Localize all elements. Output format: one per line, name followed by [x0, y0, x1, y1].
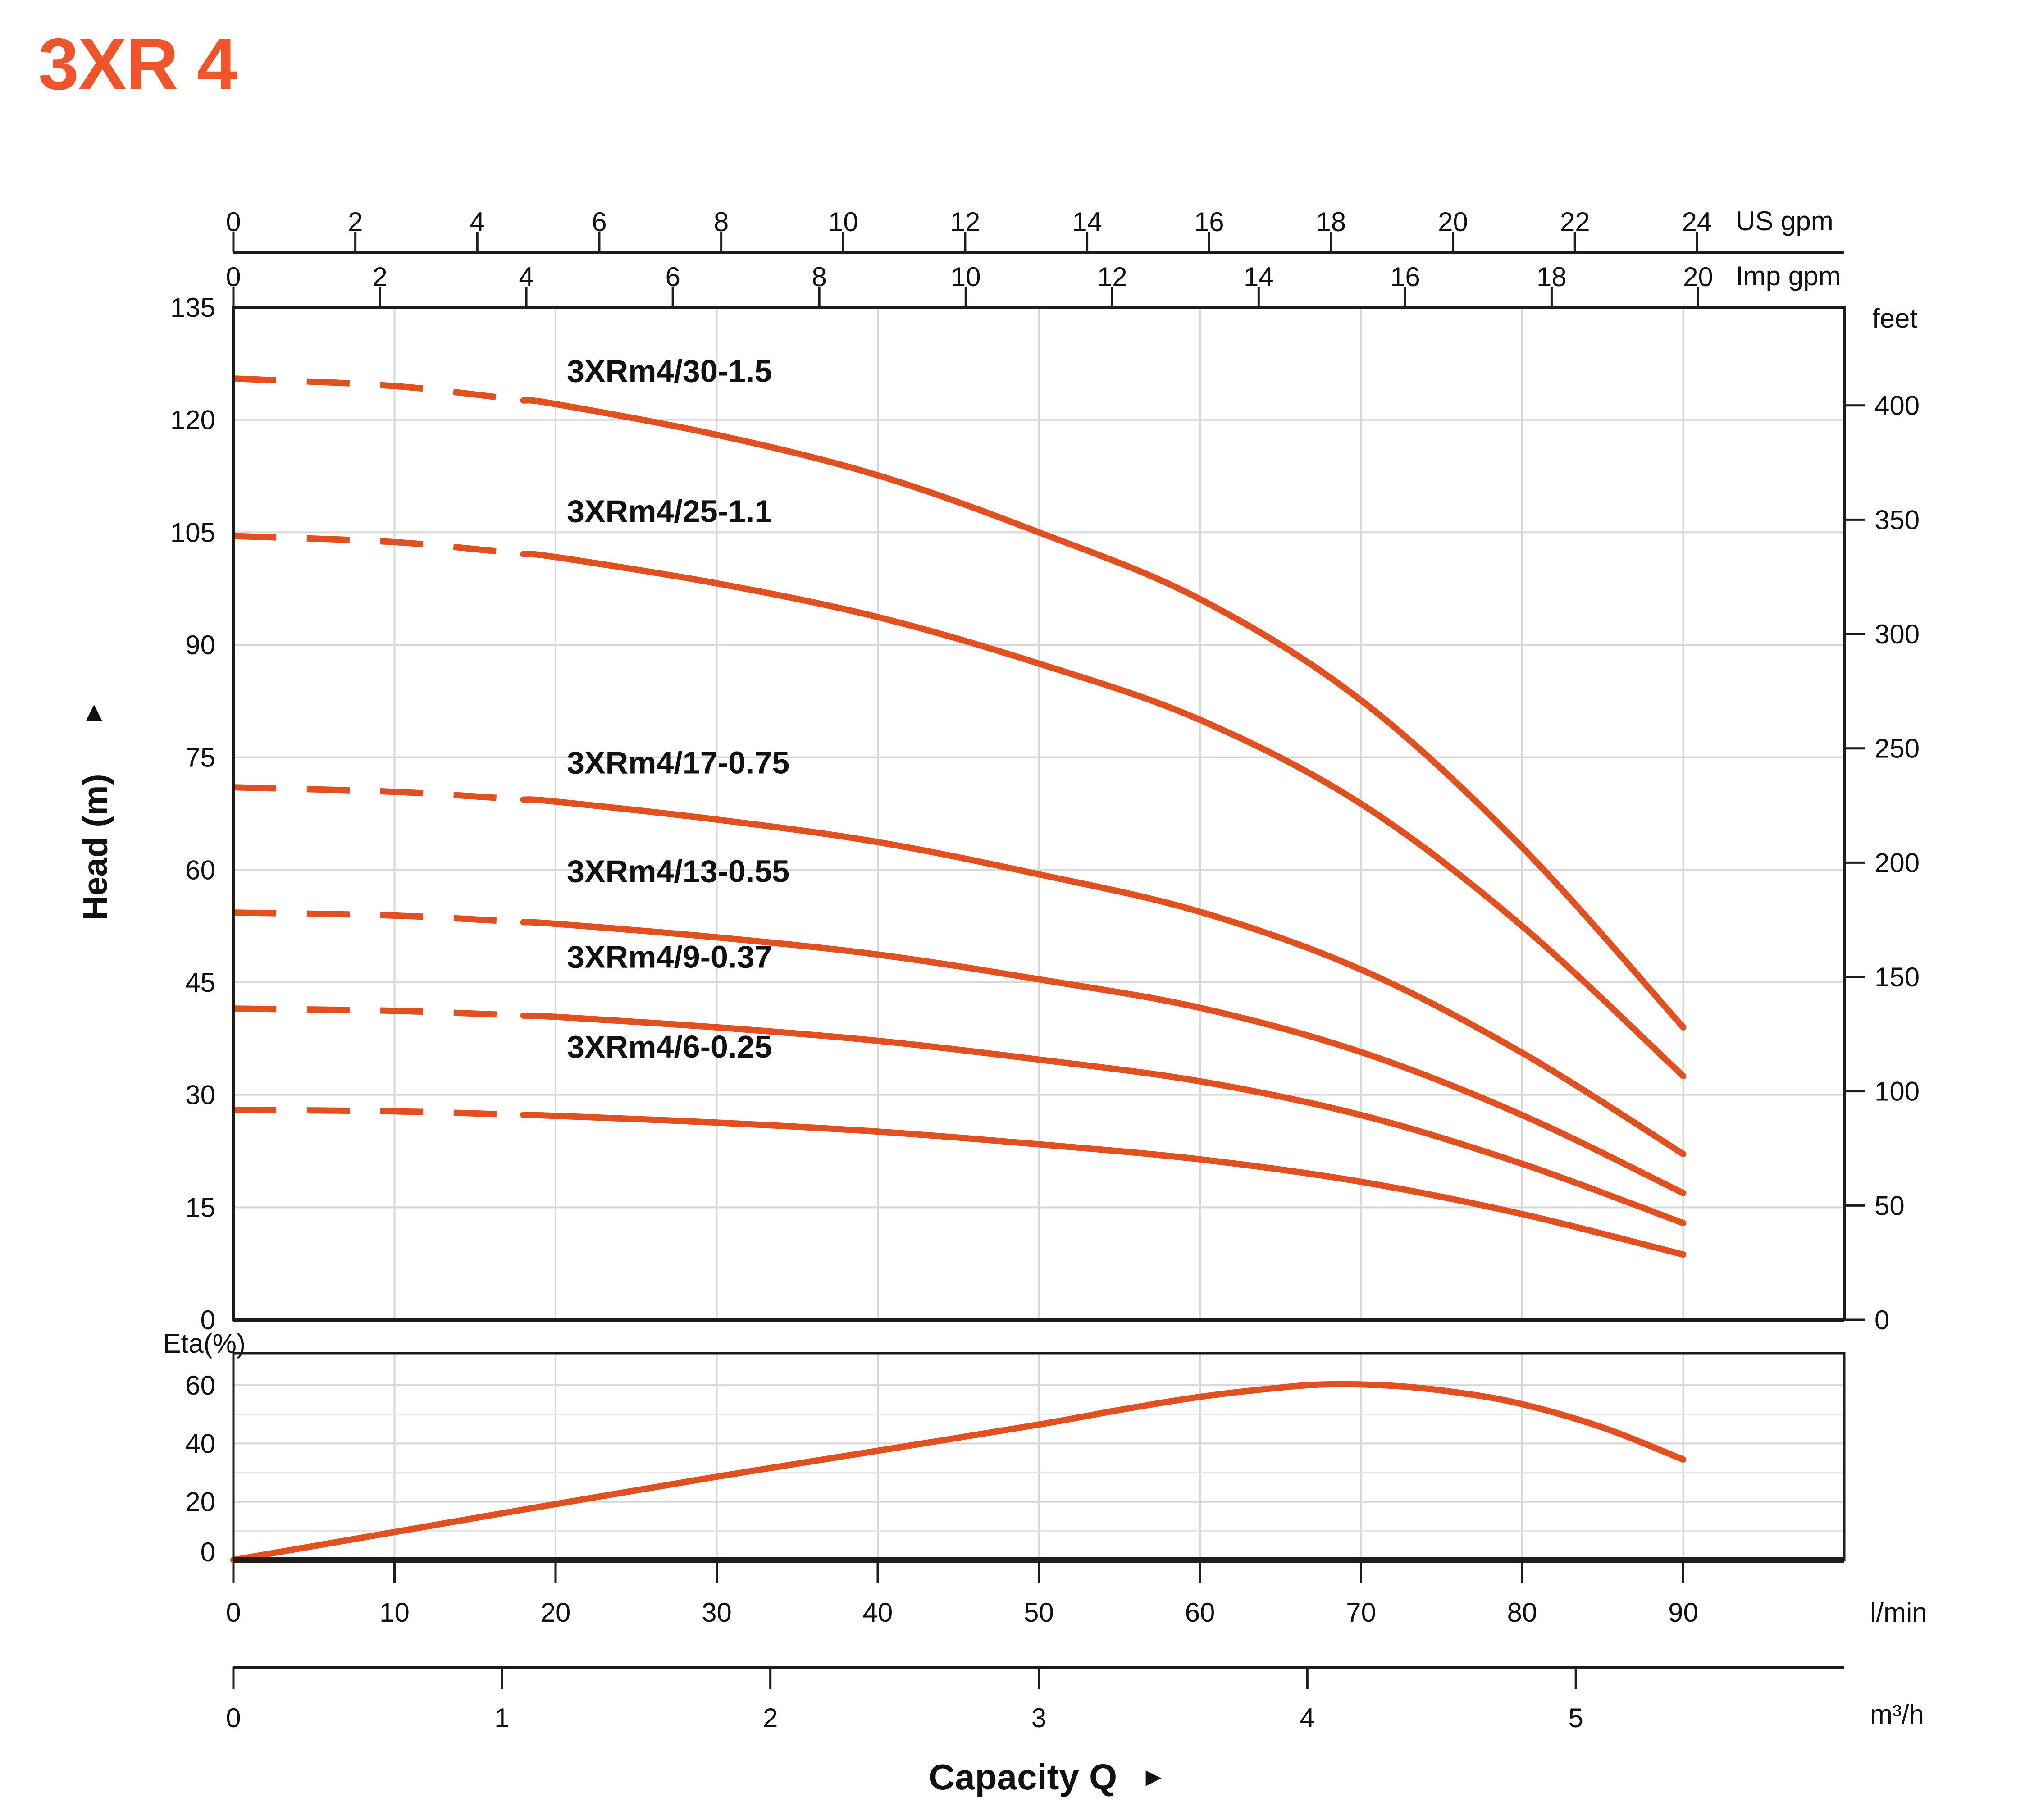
imp-gpm-tick-label: 14 — [1244, 262, 1274, 292]
feet-tick-label: 0 — [1874, 1305, 1889, 1335]
m3h-tick-label: 1 — [494, 1703, 509, 1733]
head-tick-label: 15 — [185, 1192, 215, 1222]
feet-tick-label: 400 — [1874, 391, 1920, 421]
feet-tick-label: 350 — [1874, 505, 1920, 535]
tick-labels: 0 2 4 6 8 10 12 14 16 18 20 22 240 2 4 6 8 10 12 14 16 18 2001… — [170, 207, 1920, 1733]
us-gpm-tick-label: 18 — [1316, 207, 1346, 237]
head-curve-dashed — [233, 909, 524, 926]
head-curve-dashed — [233, 1106, 524, 1118]
us-gpm-unit-label: US gpm — [1736, 206, 1833, 236]
head-curve-dashed — [233, 1005, 524, 1019]
lmin-tick-label: 70 — [1346, 1597, 1376, 1628]
lmin-tick-label: 30 — [702, 1597, 732, 1628]
capacity-axis-text: Capacity Q — [929, 1757, 1117, 1797]
lmin-tick-label: 40 — [863, 1597, 893, 1628]
us-gpm-tick-label: 0 — [226, 207, 241, 237]
us-gpm-tick-label: 14 — [1072, 207, 1102, 237]
head-axis-up-arrow: ▲ — [80, 696, 108, 727]
us-gpm-tick-label: 12 — [950, 207, 981, 237]
us-gpm-tick-label: 10 — [828, 207, 858, 237]
head-tick-label: 0 — [201, 1305, 215, 1335]
curve-label: 3XRm4/13-0.55 — [567, 854, 789, 889]
lmin-tick-label: 80 — [1507, 1597, 1537, 1628]
feet-tick-label: 150 — [1874, 962, 1920, 992]
lmin-tick-label: 10 — [379, 1597, 410, 1628]
head-curve — [520, 1112, 1687, 1258]
imp-gpm-tick-label: 12 — [1097, 262, 1127, 292]
head-tick-label: 135 — [170, 292, 215, 323]
curve-label: 3XRm4/9-0.37 — [567, 939, 772, 974]
head-tick-label: 30 — [185, 1080, 215, 1110]
head-curve-dashed — [233, 533, 524, 557]
head-curve — [520, 551, 1687, 1080]
head-tick-label: 120 — [170, 405, 215, 435]
us-gpm-tick-label: 6 — [592, 207, 607, 237]
feet-tick-label: 200 — [1874, 848, 1920, 878]
page-title: 3XR 4 — [38, 23, 237, 105]
curve-label: 3XRm4/25-1.1 — [567, 494, 772, 529]
imp-gpm-tick-label: 20 — [1683, 262, 1713, 292]
curve-label: 3XRm4/6-0.25 — [567, 1029, 772, 1064]
imp-gpm-tick-label: 8 — [812, 262, 826, 292]
imp-gpm-tick-label: 0 — [226, 262, 241, 292]
imp-gpm-tick-label: 4 — [519, 262, 534, 292]
us-gpm-tick-label: 24 — [1682, 207, 1712, 237]
m3h-tick-label: 5 — [1568, 1703, 1583, 1733]
lmin-unit-label: l/min — [1870, 1597, 1927, 1628]
us-gpm-tick-label: 2 — [348, 207, 363, 237]
imp-gpm-unit-label: Imp gpm — [1736, 261, 1841, 291]
us-gpm-tick-label: 16 — [1194, 207, 1224, 237]
head-curve — [520, 919, 1687, 1196]
axes-and-ticks — [232, 232, 1865, 1689]
capacity-axis-label: Capacity Q ► — [929, 1756, 1166, 1798]
head-tick-label: 90 — [185, 630, 215, 660]
imp-gpm-tick-label: 2 — [372, 262, 387, 292]
curve-label: 3XRm4/17-0.75 — [567, 745, 789, 780]
lmin-tick-label: 20 — [541, 1597, 571, 1628]
lmin-tick-label: 50 — [1024, 1597, 1054, 1628]
eta-curve — [230, 1381, 1687, 1563]
head-tick-label: 105 — [170, 517, 215, 547]
m3h-tick-label: 2 — [763, 1703, 778, 1733]
feet-unit-label: feet — [1872, 303, 1918, 333]
pump-curves — [230, 375, 1687, 1563]
m3h-tick-label: 4 — [1300, 1703, 1315, 1733]
head-tick-label: 45 — [185, 967, 215, 998]
feet-tick-label: 50 — [1874, 1191, 1905, 1221]
eta-tick-label: 40 — [185, 1428, 215, 1459]
head-curve — [520, 796, 1687, 1158]
capacity-right-arrow: ► — [1140, 1762, 1167, 1792]
m3h-unit-label: m³/h — [1870, 1699, 1924, 1729]
head-tick-label: 75 — [185, 743, 215, 773]
head-curve — [520, 1012, 1687, 1227]
feet-tick-label: 300 — [1874, 619, 1920, 649]
feet-tick-label: 100 — [1874, 1076, 1920, 1107]
lmin-tick-label: 90 — [1668, 1597, 1698, 1628]
eta-tick-label: 0 — [201, 1537, 215, 1567]
curve-label: 3XRm4/30-1.5 — [567, 353, 772, 388]
head-curve — [520, 397, 1687, 1031]
imp-gpm-tick-label: 6 — [665, 262, 680, 292]
us-gpm-tick-label: 8 — [714, 207, 729, 237]
lmin-tick-label: 0 — [226, 1597, 241, 1628]
eta-tick-label: 20 — [185, 1487, 215, 1517]
lmin-tick-label: 60 — [1185, 1597, 1215, 1628]
imp-gpm-tick-label: 10 — [951, 262, 981, 292]
head-curve-dashed — [233, 375, 524, 404]
us-gpm-tick-label: 20 — [1438, 207, 1468, 237]
head-tick-label: 60 — [185, 855, 215, 885]
series-labels: 3XRm4/30-1.5 3XRm4/25-1.1 3XRm4/17-0.75 3XR… — [567, 353, 789, 1064]
imp-gpm-tick-label: 16 — [1390, 262, 1420, 292]
imp-gpm-tick-label: 18 — [1537, 262, 1567, 292]
eta-axis-label: Eta(%) — [163, 1328, 246, 1359]
m3h-tick-label: 0 — [226, 1703, 241, 1733]
eta-tick-label: 60 — [185, 1370, 215, 1400]
head-curve-dashed — [233, 784, 524, 803]
m3h-tick-label: 3 — [1031, 1703, 1046, 1733]
us-gpm-tick-label: 4 — [470, 207, 485, 237]
feet-tick-label: 250 — [1874, 734, 1920, 764]
us-gpm-tick-label: 22 — [1560, 207, 1590, 237]
